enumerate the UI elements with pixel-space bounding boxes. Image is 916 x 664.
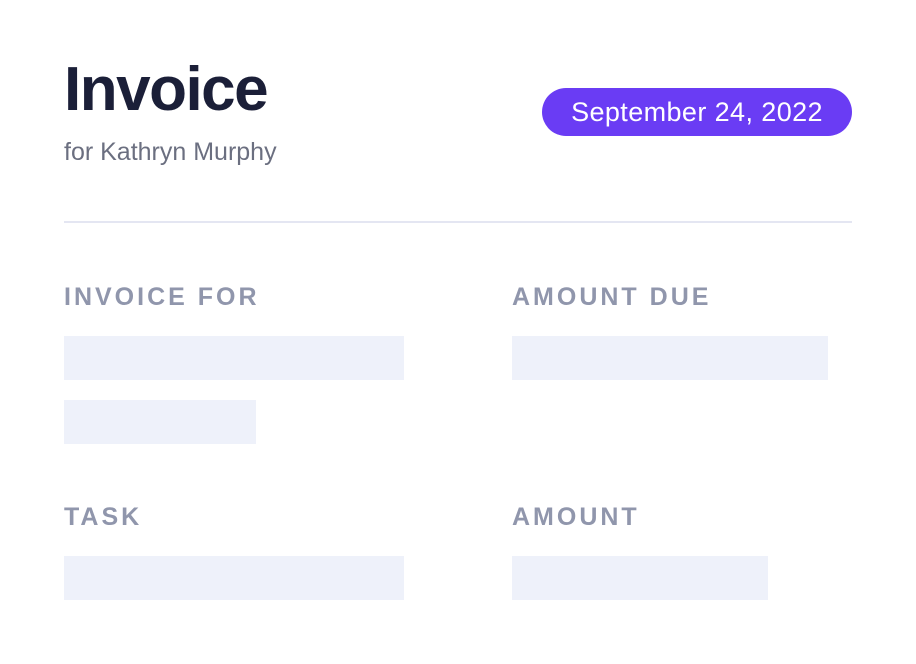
invoice-recipient: for Kathryn Murphy (64, 138, 277, 166)
amount-placeholder (512, 556, 768, 600)
invoice-for-placeholder-line-1 (64, 336, 404, 380)
invoice-for-label: INVOICE FOR (64, 283, 260, 311)
task-label: TASK (64, 503, 143, 531)
invoice-for-placeholder-line-2 (64, 400, 256, 444)
task-placeholder (64, 556, 404, 600)
invoice-title: Invoice (64, 55, 269, 124)
header-divider (64, 221, 852, 223)
amount-label: AMOUNT (512, 503, 640, 531)
date-badge: September 24, 2022 (542, 88, 852, 136)
amount-due-placeholder (512, 336, 828, 380)
amount-due-label: AMOUNT DUE (512, 283, 712, 311)
